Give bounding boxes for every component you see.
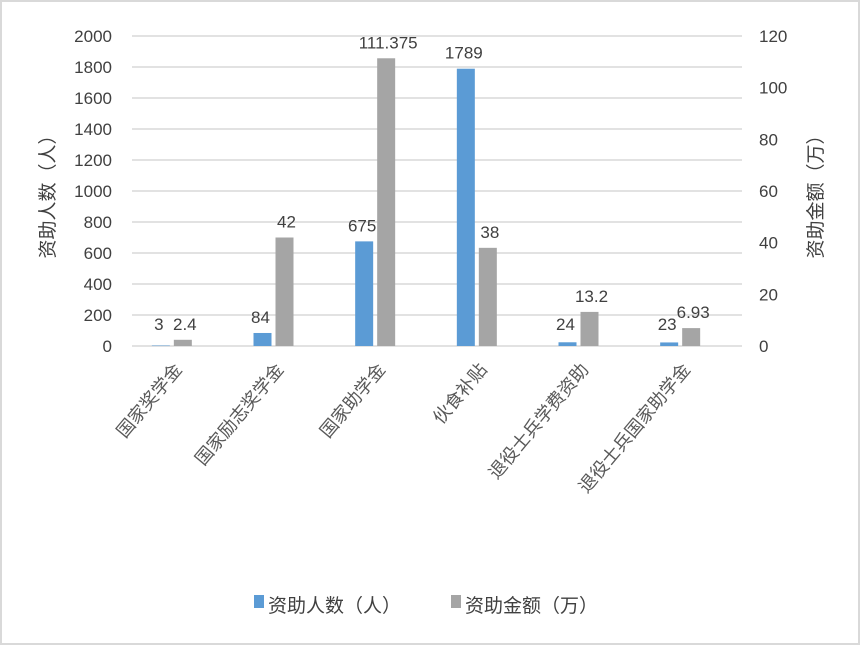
right-tick-label: 40 (759, 234, 778, 253)
bar-amount (478, 247, 497, 346)
legend-swatch-people (254, 595, 264, 608)
left-tick-label: 1200 (74, 151, 112, 170)
right-axis-title: 资助金额（万） (805, 125, 827, 258)
right-tick-label: 80 (759, 130, 778, 149)
category-label: 退役士兵国家助学金 (575, 360, 695, 498)
data-label-amount: 2.4 (173, 315, 197, 334)
left-axis-ticks: 0 200 400 600 800 1000 1200 1400 1600 1800 2000 (74, 27, 112, 356)
category-label: 国家奖学金 (113, 360, 187, 442)
left-tick-label: 1400 (74, 120, 112, 139)
category-label: 退役士兵学费资助 (485, 360, 594, 484)
legend-label-people: 资助人数（人） (268, 595, 401, 617)
data-label-amount: 38 (480, 223, 499, 242)
data-label-people: 3 (154, 315, 163, 334)
right-tick-label: 20 (759, 285, 778, 304)
bar-amount (173, 339, 192, 346)
category-label: 国家励志奖学金 (191, 360, 288, 470)
data-label-people: 84 (251, 308, 270, 327)
bars (151, 58, 701, 347)
bar-people (253, 332, 272, 346)
legend: 资助人数（人） 资助金额（万） (254, 595, 598, 617)
left-tick-label: 1000 (74, 182, 112, 201)
data-label-amount: 111.375 (359, 33, 418, 52)
category-label: 伙食补贴 (429, 360, 491, 429)
left-tick-label: 400 (84, 275, 112, 294)
bar-amount (682, 328, 701, 346)
bar-people (456, 68, 475, 346)
right-tick-label: 120 (759, 27, 787, 46)
gridlines (132, 35, 742, 347)
left-tick-label: 600 (84, 244, 112, 263)
data-label-amount: 6.93 (677, 303, 710, 322)
left-tick-label: 800 (84, 213, 112, 232)
bar-people (558, 342, 577, 346)
left-tick-label: 1600 (74, 89, 112, 108)
data-label-people: 1789 (445, 44, 483, 63)
bar-people (660, 342, 679, 346)
left-tick-label: 0 (103, 337, 112, 356)
data-label-people: 24 (556, 315, 575, 334)
left-tick-label: 1800 (74, 58, 112, 77)
bar-amount (580, 311, 599, 346)
bar-people (151, 345, 170, 347)
bar-people (355, 241, 374, 346)
data-label-people: 23 (658, 315, 677, 334)
left-tick-label: 2000 (74, 27, 112, 46)
bar-amount (377, 58, 396, 346)
left-axis-title: 资助人数（人） (37, 125, 59, 258)
data-label-amount: 13.2 (575, 287, 608, 306)
data-label-amount: 42 (277, 213, 296, 232)
right-tick-label: 0 (759, 337, 768, 356)
data-label-people: 675 (348, 216, 376, 235)
legend-label-amount: 资助金额（万） (465, 595, 598, 617)
bar-amount (275, 237, 294, 346)
category-label: 国家助学金 (316, 360, 390, 442)
right-axis-ticks: 0 20 40 60 80 100 120 (759, 27, 787, 356)
right-tick-label: 60 (759, 182, 778, 201)
legend-swatch-amount (451, 595, 461, 608)
left-tick-label: 200 (84, 306, 112, 325)
right-tick-label: 100 (759, 79, 787, 98)
